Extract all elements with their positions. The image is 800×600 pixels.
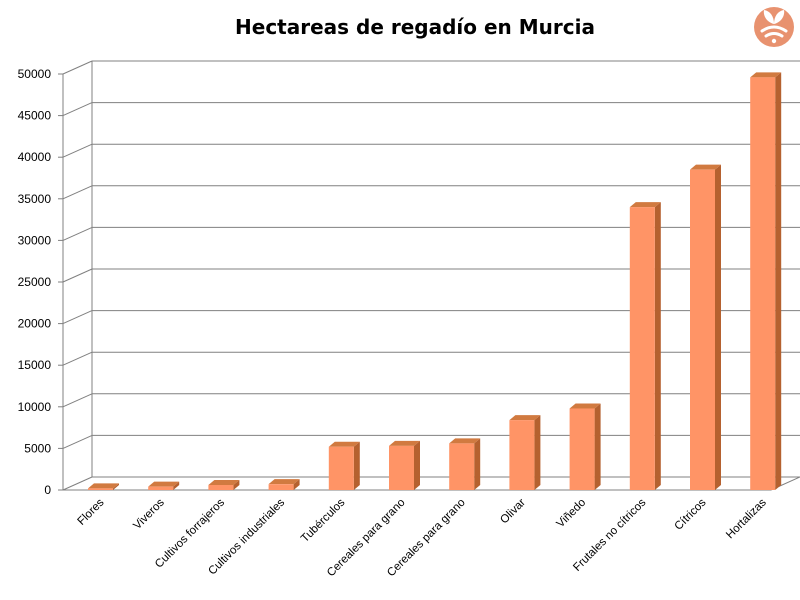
bar-front [449, 443, 475, 490]
bar-side [173, 481, 180, 490]
bar [268, 479, 300, 490]
y-tick-label: 45000 [18, 109, 52, 123]
gridline-diagonal [62, 476, 93, 491]
bar-side [293, 479, 300, 490]
chart-title: Hectareas de regadío en Murcia [235, 15, 595, 39]
bar-top [750, 72, 782, 78]
bar-top [328, 441, 360, 447]
bar-side [474, 438, 481, 490]
y-axis-ticks: 0 5000 10000 15000 20000 25000 30000 35000 40000… [18, 67, 52, 497]
bar [690, 164, 721, 490]
bar-top [268, 479, 300, 485]
gridline-diagonal [62, 143, 93, 158]
bar [328, 441, 360, 490]
bar-front [148, 486, 174, 490]
x-category-label: Olivar [498, 497, 528, 527]
x-category-label: Tubérculos [299, 496, 348, 545]
y-tick-label: 10000 [18, 400, 52, 414]
bar-layer [88, 72, 782, 490]
bar [750, 72, 782, 490]
bar-top [629, 202, 661, 208]
bar-front [208, 485, 234, 490]
y-tick-label: 5000 [24, 441, 51, 455]
bar-side [353, 441, 360, 490]
bar-side [594, 403, 601, 490]
bar [449, 438, 481, 490]
bar-front [268, 484, 294, 490]
bar [208, 480, 240, 490]
y-tick-label: 0 [44, 483, 51, 497]
leaf-wifi-logo-icon [754, 7, 794, 47]
bar-front [750, 77, 776, 490]
bar [509, 415, 541, 490]
gridline-diagonal [62, 102, 93, 117]
bar-front [88, 488, 113, 490]
bar-front [569, 408, 595, 490]
x-category-label: Viveros [131, 496, 167, 532]
bar-side [775, 72, 782, 490]
y-tick-label: 35000 [18, 192, 52, 206]
x-category-label: Cítricos [673, 496, 709, 532]
bar-side [233, 480, 240, 490]
bar-side [414, 440, 420, 490]
bar-front [389, 445, 414, 490]
y-tick-label: 50000 [18, 67, 52, 81]
grid-layer [58, 60, 800, 491]
bar-side [715, 164, 721, 490]
bar [148, 481, 180, 490]
y-tick-label: 40000 [18, 150, 52, 164]
bar-side [113, 483, 119, 490]
y-tick-label: 15000 [18, 358, 52, 372]
bar-top [569, 403, 601, 409]
bar [389, 440, 420, 490]
bar-top [389, 440, 420, 446]
bar-top [690, 164, 721, 170]
gridline-diagonal [62, 434, 93, 449]
x-category-label: Hortalizas [724, 496, 769, 541]
bar [629, 202, 661, 490]
gridline-diagonal [62, 268, 93, 283]
bar-side [534, 415, 541, 490]
gridline-diagonal [62, 393, 93, 408]
bar-top [148, 481, 180, 487]
x-category-label: Flores [76, 496, 107, 527]
gridline-diagonal [62, 60, 93, 75]
gridline-diagonal [62, 351, 93, 366]
bar-front [509, 420, 535, 490]
gridline-diagonal [62, 310, 93, 325]
bar-top [449, 438, 481, 444]
bar-front [690, 169, 715, 490]
gridline-diagonal [62, 185, 93, 200]
y-tick-label: 25000 [18, 275, 52, 289]
bar [88, 483, 119, 490]
bar-top [509, 415, 541, 421]
bar [569, 403, 601, 490]
x-category-label: Viñedo [555, 497, 589, 531]
bar-top [208, 480, 240, 486]
y-tick-label: 30000 [18, 233, 52, 247]
bar-side [654, 202, 661, 490]
gridline-diagonal [62, 226, 93, 241]
y-tick-label: 20000 [18, 317, 52, 331]
bar-front [629, 207, 655, 490]
bar-top [88, 483, 119, 489]
bar-front [328, 446, 354, 490]
